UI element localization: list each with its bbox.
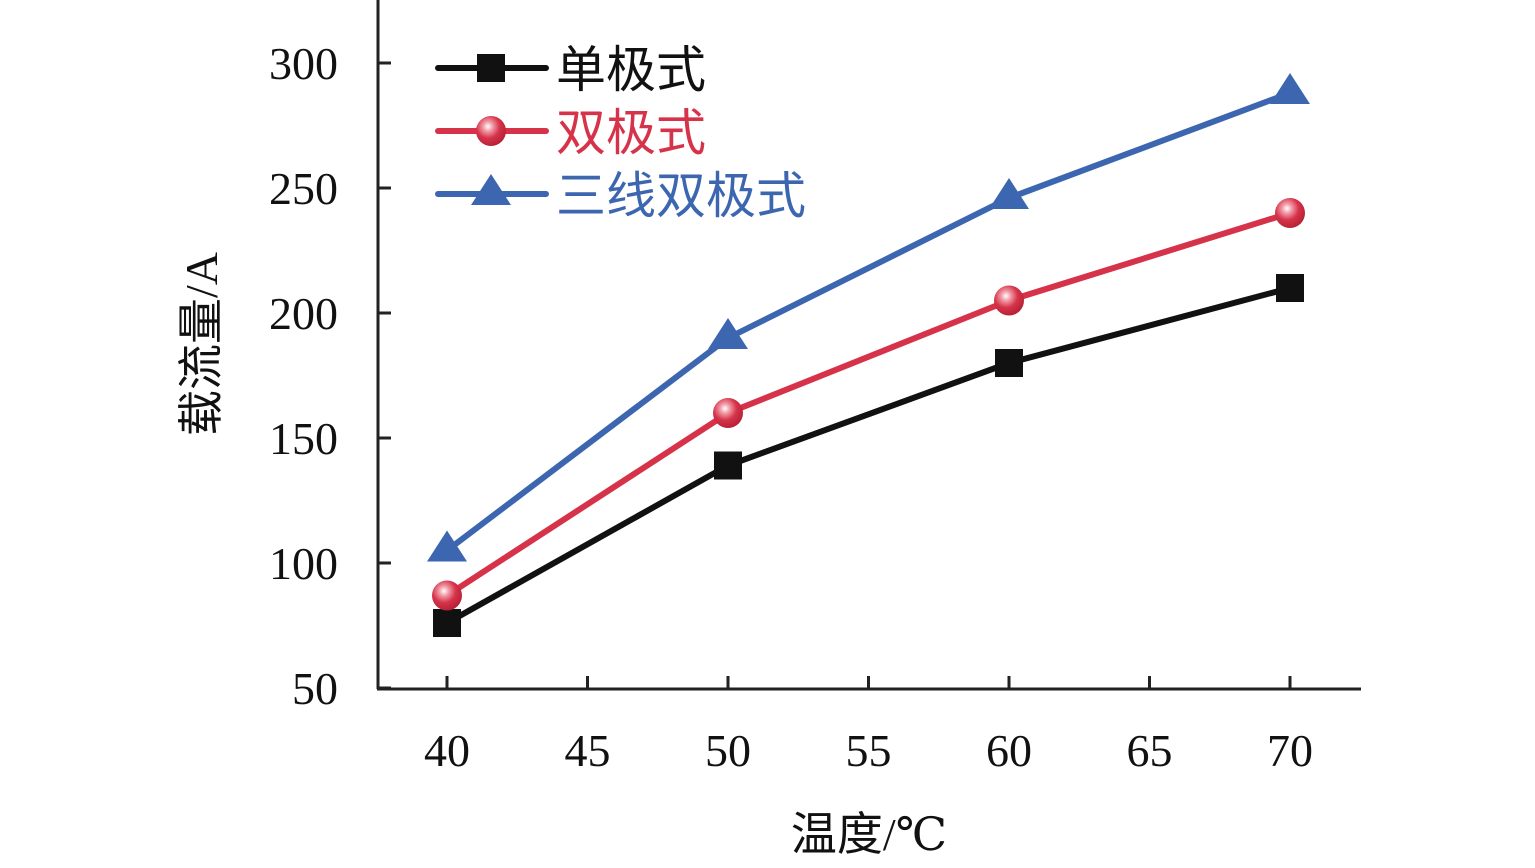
legend-item: 单极式 [435,42,706,98]
data-point-square-marker [714,451,742,480]
data-point-circle-marker [1275,198,1305,228]
data-point-triangle-marker [708,318,748,349]
y-tick-label: 50 [292,663,338,714]
data-point-circle-marker [713,398,743,428]
series-1 [433,274,1304,637]
x-tick-label: 40 [424,725,470,776]
data-point-circle-marker [994,285,1024,316]
y-tick-label: 250 [269,163,338,214]
x-tick-label: 60 [986,725,1032,776]
y-tick-label: 300 [269,38,338,89]
legend-circle-marker [476,116,506,146]
x-tick-label: 45 [565,725,611,776]
y-axis-label: 载流量/A [176,252,227,436]
data-point-triangle-marker [427,530,467,562]
x-tick-label: 50 [705,725,751,776]
series-group [427,73,1310,637]
x-tick-label: 55 [846,725,892,776]
x-axis-label: 温度/℃ [791,809,947,860]
series-line [445,210,1291,599]
series-2 [432,198,1305,611]
x-tick-label: 65 [1127,725,1173,776]
series-line [445,285,1291,626]
data-point-square-marker [1276,274,1304,302]
data-point-triangle-marker [989,178,1029,209]
legend-item: 三线双极式 [435,168,806,224]
legend-label: 三线双极式 [556,168,806,224]
axes: 40 45 50 55 60 65 70 50 100 150 200 250 300 [269,0,1361,776]
legend-square-marker [477,54,505,82]
data-point-square-marker [433,609,461,637]
legend-label: 双极式 [556,105,706,161]
y-tick-label: 200 [269,288,338,339]
legend-item: 双极式 [435,105,706,161]
data-point-circle-marker [432,580,462,611]
x-tick-label: 70 [1267,725,1313,776]
series-line [445,90,1292,553]
data-point-triangle-marker [1270,73,1310,104]
y-tick-label: 100 [269,538,338,589]
y-tick-label: 150 [269,413,338,464]
series-3 [427,73,1310,562]
data-point-square-marker [995,349,1023,377]
legend-label: 单极式 [556,42,706,98]
legend-triangle-marker [471,174,511,205]
